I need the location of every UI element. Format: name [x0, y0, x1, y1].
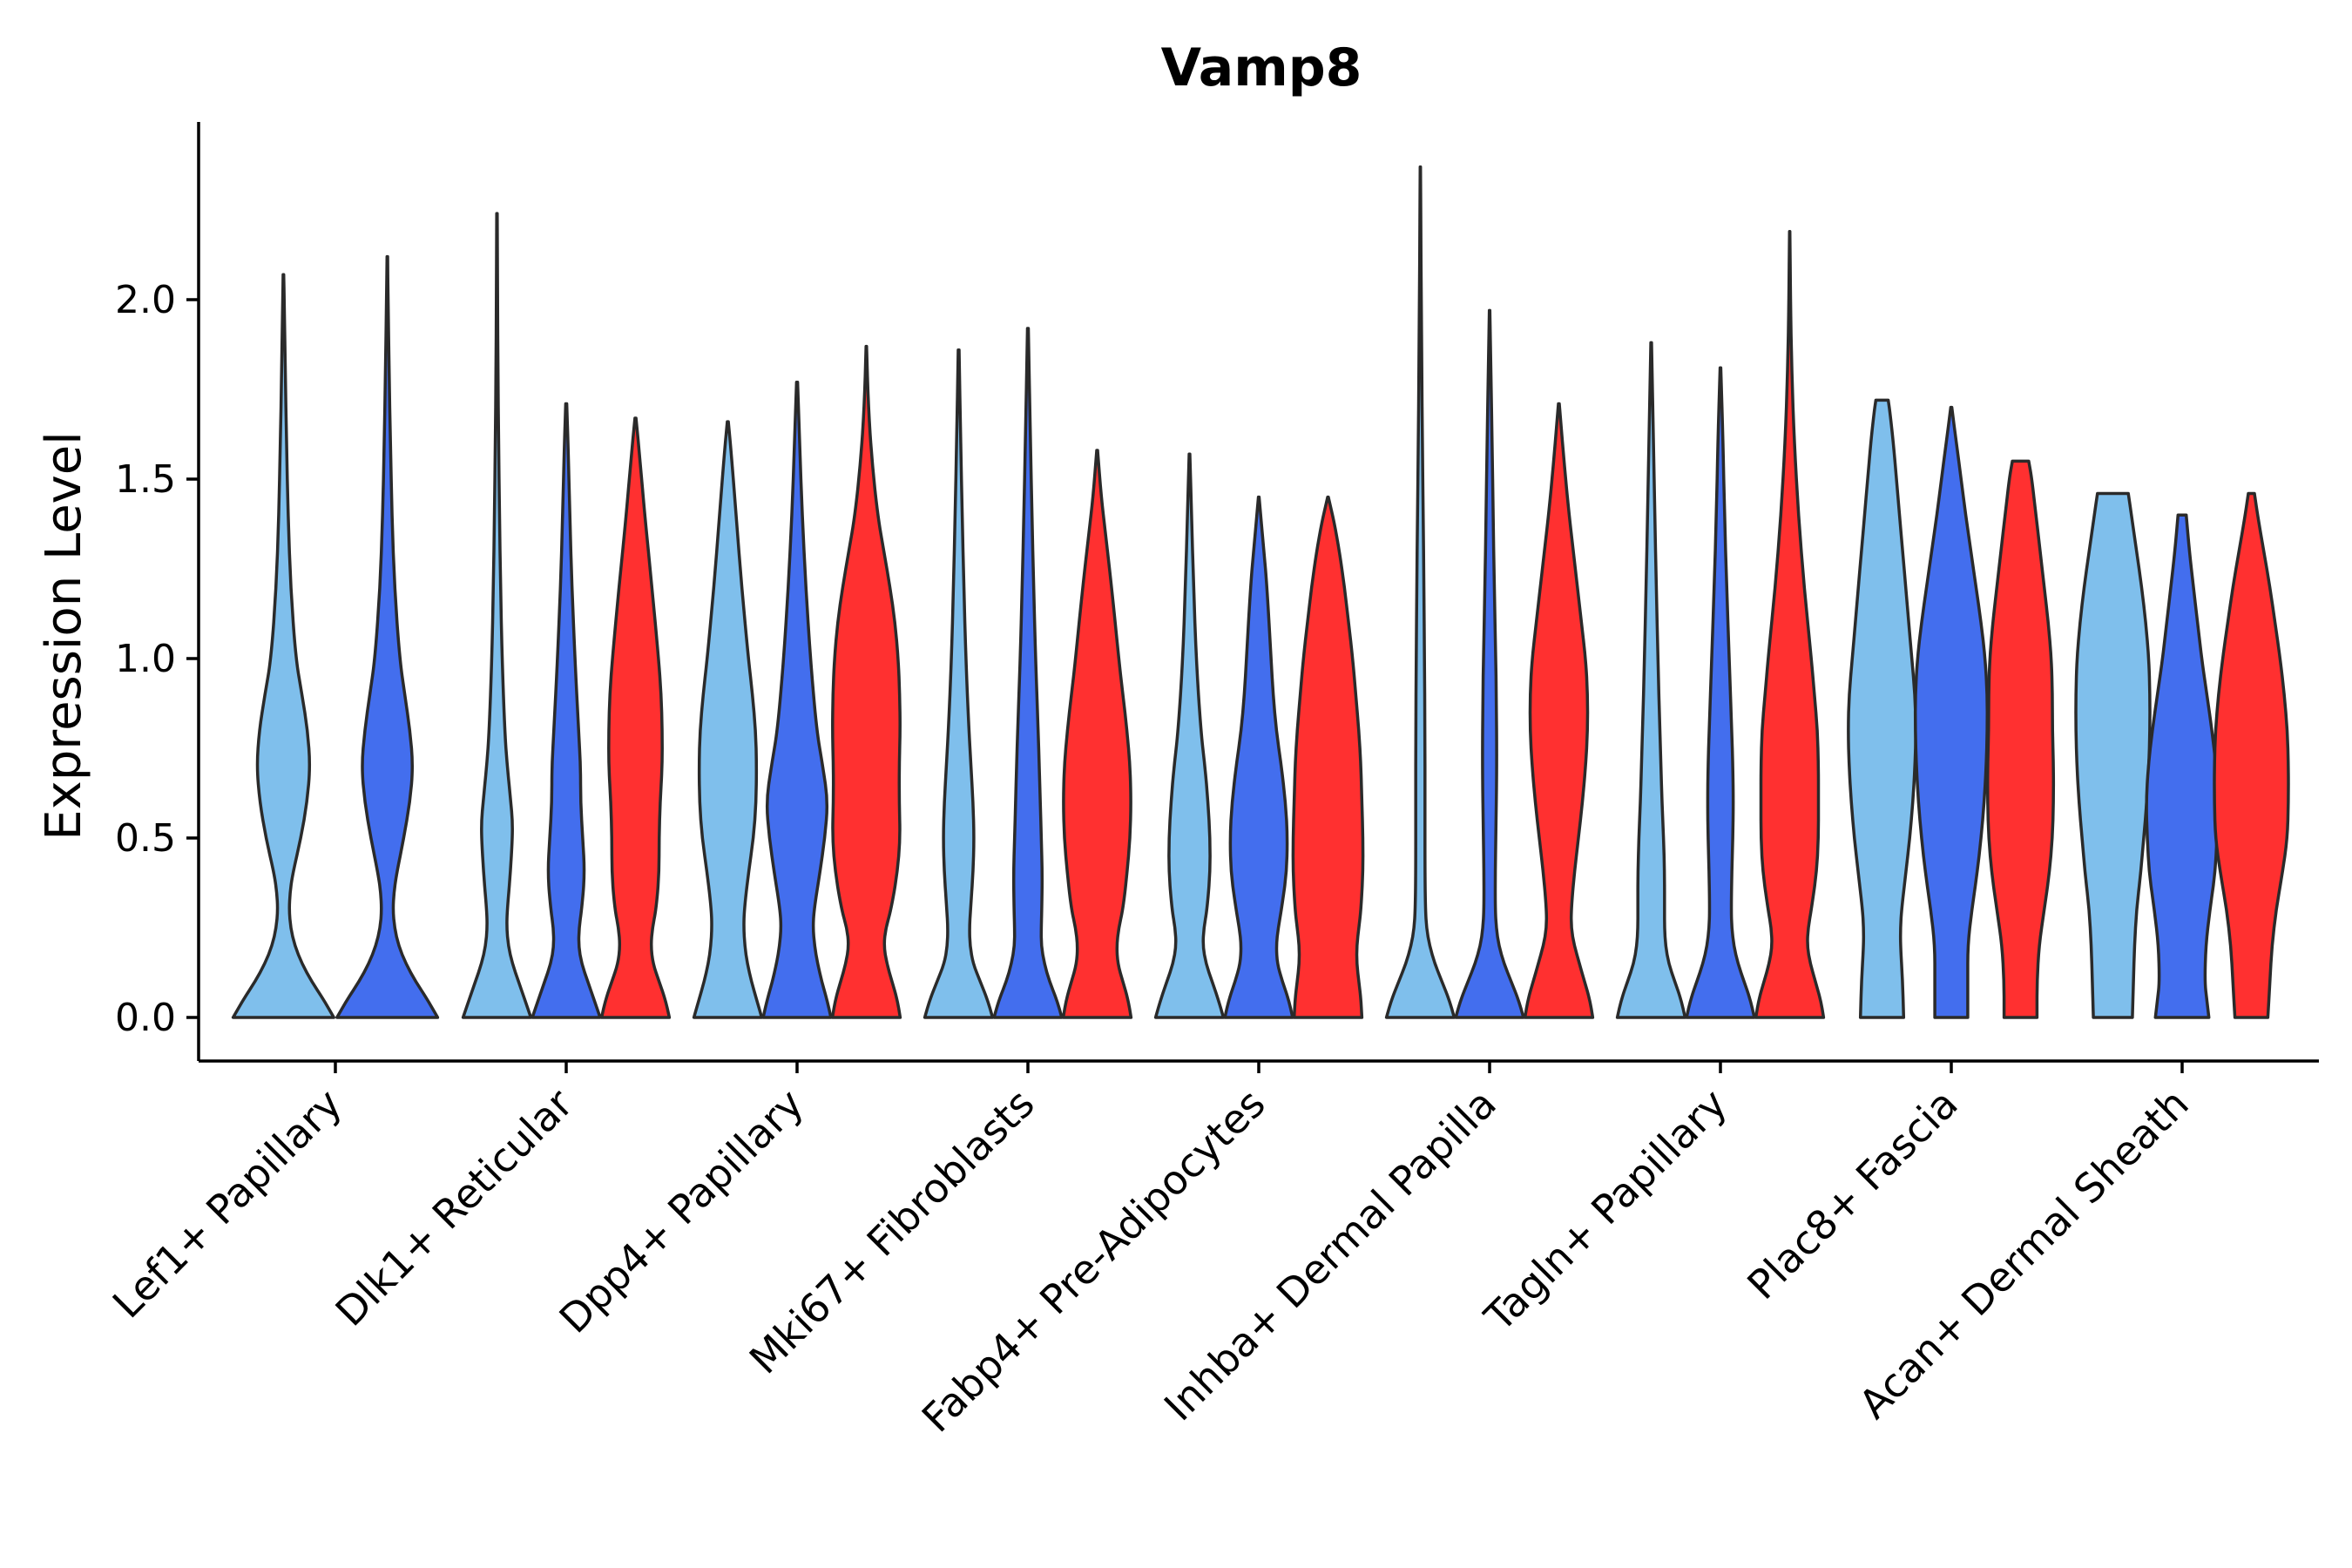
violin-red [1985, 459, 2056, 1019]
violin-red [1523, 402, 1595, 1019]
violin-red [830, 344, 902, 1019]
x-tick-label: Plac8+ Fascia [1738, 1080, 1966, 1308]
y-tick-label: 0.5 [115, 816, 176, 861]
violin-light-blue [231, 273, 335, 1019]
violin-light-blue [2074, 491, 2152, 1019]
violin-blue [761, 381, 833, 1019]
violin-light-blue [692, 420, 764, 1019]
violin-red [2213, 491, 2290, 1019]
x-tick-label: Dlk1+ Reticular [327, 1080, 582, 1335]
violin-group [231, 165, 2290, 1019]
y-tick-label: 1.5 [115, 457, 176, 502]
violin-light-blue [461, 212, 533, 1019]
violin-blue [1454, 308, 1525, 1019]
violin-light-blue [1615, 341, 1687, 1019]
y-ticks: 0.0 0.5 1.0 1.5 2.0 [115, 278, 199, 1040]
y-tick-label: 1.0 [115, 637, 176, 681]
x-tick-label: Lef1+ Papillary [104, 1080, 351, 1328]
violin-light-blue [923, 348, 995, 1019]
violin-red [1061, 449, 1133, 1019]
x-tick-label: Dpp4+ Papillary [551, 1080, 813, 1342]
violin-blue [531, 402, 602, 1019]
chart-title: Vamp8 [1161, 37, 1362, 98]
violin-blue [992, 327, 1064, 1019]
x-tick-label: Tagln+ Papillary [1475, 1080, 1736, 1342]
violin-red [1291, 495, 1365, 1019]
violin-blue [1685, 366, 1756, 1019]
violin-red [599, 416, 672, 1019]
violin-blue [1913, 405, 1990, 1019]
violin-light-blue [1153, 452, 1226, 1019]
violin-light-blue [1384, 165, 1456, 1019]
y-tick-label: 0.0 [115, 996, 176, 1040]
violin-red [1754, 229, 1826, 1019]
violin-blue [2145, 513, 2220, 1019]
y-axis-label: Expression Level [36, 431, 92, 841]
violin-light-blue [1847, 398, 1917, 1019]
y-tick-label: 2.0 [115, 278, 176, 322]
violin-blue [335, 254, 440, 1019]
violin-blue [1223, 495, 1294, 1019]
